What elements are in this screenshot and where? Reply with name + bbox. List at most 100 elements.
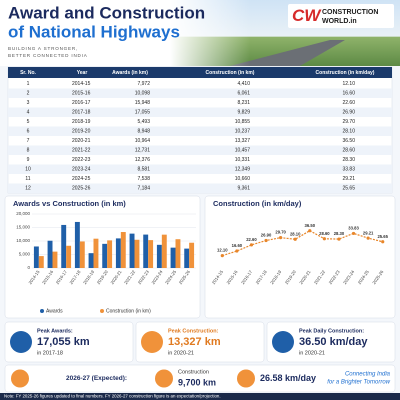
- stat-icon: [272, 331, 294, 353]
- point: [366, 236, 370, 240]
- table-cell: 2017-18: [72, 110, 91, 116]
- logo-text: WORLD.in: [322, 18, 357, 25]
- tagline: BETTER CONNECTED INDIA: [8, 53, 88, 58]
- point: [381, 240, 385, 244]
- table-cell: 8,948: [137, 129, 150, 135]
- table-cell: 2: [27, 91, 30, 97]
- table-cell: 17,055: [135, 110, 151, 116]
- table-cell: 25.65: [342, 186, 355, 192]
- data-label: 29.70: [275, 230, 286, 235]
- table-cell: 2025-26: [72, 186, 91, 192]
- table-cell: 13,327: [235, 138, 251, 144]
- bar: [102, 243, 108, 268]
- legend-label: Awards: [46, 308, 63, 314]
- column-header: Construction (in km/day): [316, 70, 375, 76]
- road-icon: [155, 369, 173, 388]
- bar: [184, 248, 190, 268]
- bar: [52, 251, 58, 268]
- table-row-bg: [8, 145, 392, 155]
- column-header: Construction (in km): [206, 70, 255, 76]
- gear-icon: [237, 369, 255, 388]
- table-row-bg: [8, 183, 392, 193]
- bar: [148, 240, 154, 268]
- bar: [74, 221, 80, 268]
- table-cell: 12,376: [135, 157, 151, 163]
- bar: [47, 240, 53, 268]
- bar: [189, 242, 195, 268]
- table-cell: 10: [25, 167, 31, 173]
- data-label: 25.65: [377, 234, 388, 239]
- table-cell: 12,349: [235, 167, 251, 173]
- column-header: Year: [77, 70, 88, 76]
- bar: [93, 238, 99, 268]
- table-cell: 7: [27, 138, 30, 144]
- data-label: 29.21: [363, 230, 374, 235]
- table-cell: 10,098: [135, 91, 151, 97]
- data-label: 36.50: [305, 223, 316, 228]
- bar: [143, 234, 149, 268]
- stat-label: Peak Awards:: [37, 328, 73, 334]
- table-cell: 2020-21: [72, 138, 91, 144]
- table-cell: 9: [27, 157, 30, 163]
- y-tick-label: 10,000: [16, 238, 30, 243]
- footer-bar: [0, 393, 400, 400]
- table-cell: 36.50: [342, 138, 355, 144]
- table-cell: 12.10: [342, 81, 355, 87]
- y-tick-label: 15,000: [16, 225, 30, 230]
- bar: [79, 241, 85, 268]
- point: [220, 254, 224, 258]
- table-cell: 9,829: [237, 110, 250, 116]
- legend-label: Construction (in km): [106, 308, 151, 314]
- table-cell: 10,660: [235, 176, 251, 182]
- table-cell: 10,457: [235, 148, 251, 154]
- stat-icon: [10, 331, 32, 353]
- construction-label: Construction: [178, 369, 209, 375]
- footnote: Note: FY 2025-26 figures updated to fina…: [4, 394, 221, 399]
- table-row-bg: [8, 88, 392, 98]
- bar: [107, 240, 113, 268]
- photo-fade: [170, 0, 250, 66]
- point: [293, 237, 297, 241]
- point: [351, 231, 356, 236]
- table-cell: 11: [25, 176, 30, 182]
- stat-value: 17,055 km: [37, 336, 90, 348]
- slogan: for a Brighter Tomorrow: [327, 380, 390, 386]
- y-tick-label: 20,000: [16, 211, 30, 216]
- bar: [134, 239, 140, 268]
- table-cell: 4: [27, 110, 30, 116]
- line: [222, 229, 383, 257]
- daily-value: 26.58 km/day: [260, 373, 316, 383]
- header-bg: [0, 0, 170, 66]
- bar: [156, 244, 162, 268]
- table-cell: 15,948: [135, 100, 151, 106]
- data-label: 22.60: [246, 237, 257, 242]
- bar: [33, 246, 39, 268]
- table-row-bg: [8, 164, 392, 174]
- table-cell: 2023-24: [72, 167, 91, 173]
- stat-icon: [141, 331, 163, 353]
- tagline: BUILDING A STRONGER,: [8, 46, 78, 51]
- bar: [88, 253, 94, 268]
- table-cell: 12: [25, 186, 31, 192]
- data-label: 16.60: [232, 243, 243, 248]
- table-cell: 10,855: [235, 119, 251, 125]
- table-cell: 9,361: [237, 186, 250, 192]
- logo-text: CONSTRUCTION: [322, 9, 378, 16]
- bar: [115, 238, 121, 268]
- target-icon: [11, 369, 29, 388]
- table-cell: 2015-16: [72, 91, 91, 97]
- table-row-bg: [8, 107, 392, 117]
- table-cell: 2014-15: [72, 81, 91, 87]
- title-2: of National Highways: [8, 22, 180, 41]
- stat-card: [135, 321, 265, 363]
- bar: [120, 232, 126, 268]
- table-cell: 8: [27, 148, 30, 154]
- chart-panel: [204, 195, 396, 319]
- table-cell: 4,410: [237, 81, 250, 87]
- point: [308, 229, 312, 233]
- expected-card: [4, 364, 396, 393]
- y-tick-label: 0: [27, 265, 30, 270]
- chart-title: Awards vs Construction (in km): [13, 199, 126, 208]
- legend-swatch: [40, 309, 44, 313]
- table-cell: 1: [27, 81, 30, 87]
